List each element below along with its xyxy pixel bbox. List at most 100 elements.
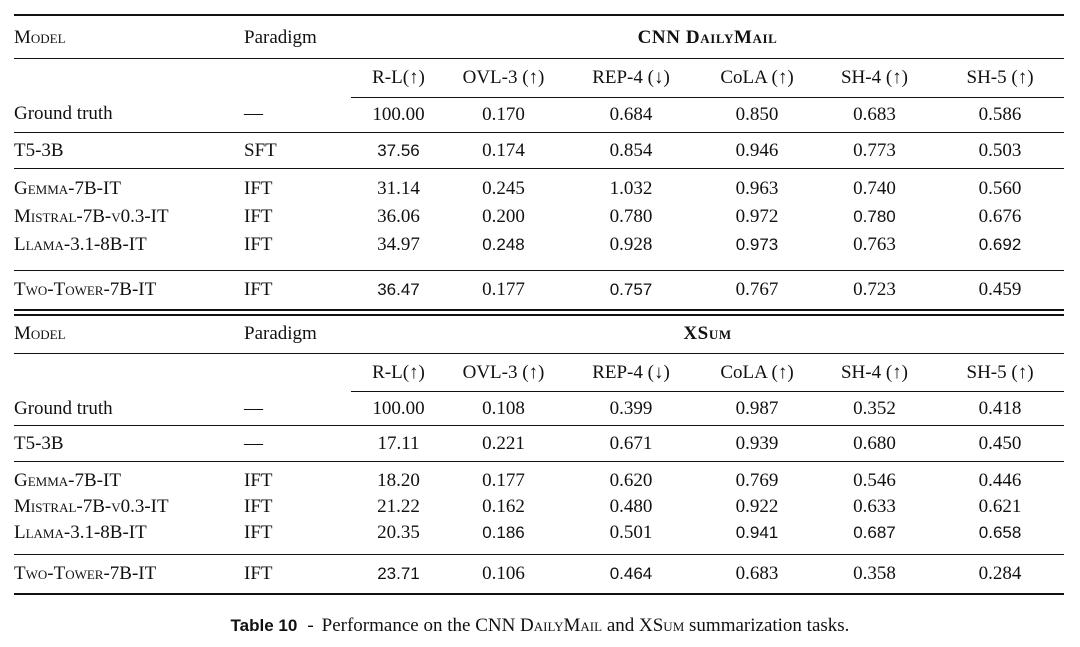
caption-text-part2: and — [602, 614, 640, 636]
model-column-header: Model — [14, 314, 244, 354]
metric-value-cell: 0.170 — [446, 97, 561, 133]
metric-value-cell: 0.780 — [609, 206, 653, 228]
paradigm-cell: — — [244, 391, 351, 427]
metric-column-header: SH-4 (↑) — [813, 58, 936, 98]
model-cell: Mistral-7B-v0.3-IT — [14, 206, 169, 228]
metric-value-cell: 0.503 — [936, 132, 1065, 170]
dataset-header: XSum — [351, 314, 1065, 354]
metric-column-header: SH-5 (↑) — [936, 58, 1065, 98]
metric-value-cell: 20.35 — [351, 519, 446, 555]
metric-value-cell: 34.97 — [351, 231, 446, 271]
paradigm-cell: — — [244, 97, 351, 133]
metric-value-cell: 37.56 — [351, 132, 446, 170]
caption-label: Table 10 — [230, 615, 298, 635]
metric-value-cell: 0.683 — [813, 97, 936, 133]
metric-value-cell: 0.186 — [446, 519, 561, 555]
metric-value-cell: 0.854 — [561, 132, 701, 170]
metric-value-cell: 0.850 — [701, 97, 813, 133]
caption-dataset-cnn-dailymail: CNN DailyMail — [475, 614, 603, 636]
metric-header-row: R-L(↑) OVL-3 (↑) REP-4 (↓) CoLA (↑) SH-4… — [14, 58, 1065, 98]
table-row: Llama-3.1-8B-IT IFT 20.35 0.186 0.501 0.… — [14, 519, 1065, 555]
paradigm-column-header: Paradigm — [244, 314, 351, 354]
metric-value-cell: 0.480 — [609, 495, 653, 517]
metric-value-cell: 0.108 — [446, 391, 561, 427]
metric-value-cell: 0.177 — [482, 470, 525, 492]
model-cell: Ground truth — [14, 391, 244, 427]
paradigm-cell: IFT — [244, 278, 273, 300]
model-cell: Llama-3.1-8B-IT — [14, 519, 244, 555]
model-cell: Llama-3.1-8B-IT — [14, 231, 244, 271]
metric-value-cell: 0.922 — [735, 495, 779, 517]
table-row: Gemma-7B-IT IFT 31.14 0.245 1.032 0.963 … — [14, 169, 1064, 203]
xsum-table: Model Paradigm XSum R-L(↑) OVL-3 (↑) REP… — [14, 313, 1065, 595]
metric-column-header: SH-5 (↑) — [936, 353, 1065, 393]
metric-value-cell: 0.780 — [853, 207, 896, 227]
metric-value-cell: 0.973 — [701, 231, 813, 271]
metric-column-header: REP-4 (↓) — [561, 58, 701, 98]
table-row: Llama-3.1-8B-IT IFT 34.97 0.248 0.928 0.… — [14, 231, 1065, 271]
model-cell: T5-3B — [14, 132, 244, 170]
table-row: Two-Tower-7B-IT IFT 23.71 0.106 0.464 0.… — [14, 554, 1064, 593]
metric-value-cell: 0.560 — [978, 178, 1022, 200]
metric-value-cell: 0.633 — [853, 495, 896, 517]
model-cell: Gemma-7B-IT — [14, 178, 121, 200]
metric-value-cell: 0.757 — [609, 280, 653, 300]
metric-header-row: R-L(↑) OVL-3 (↑) REP-4 (↓) CoLA (↑) SH-4… — [14, 353, 1065, 393]
paradigm-cell: SFT — [244, 132, 351, 170]
metric-value-cell: 36.47 — [377, 280, 420, 300]
metric-value-cell: 0.680 — [813, 425, 936, 463]
empty-header-cell — [14, 353, 244, 392]
table-row: T5-3B SFT 37.56 0.174 0.854 0.946 0.773 … — [14, 132, 1065, 170]
table-row: T5-3B — 17.11 0.221 0.671 0.939 0.680 0.… — [14, 425, 1065, 463]
metric-value-cell: 0.683 — [735, 562, 779, 584]
metric-value-cell: 0.162 — [482, 495, 525, 517]
metric-value-cell: 0.248 — [446, 231, 561, 271]
paradigm-cell: IFT — [244, 495, 273, 517]
metric-value-cell: 0.941 — [701, 519, 813, 555]
table-header-row: Model Paradigm CNN DailyMail — [14, 15, 1065, 59]
metric-value-cell: 0.773 — [813, 132, 936, 170]
metric-value-cell: 100.00 — [351, 97, 446, 133]
metric-value-cell: 0.620 — [609, 470, 653, 492]
metric-value-cell: 0.692 — [936, 231, 1065, 271]
metric-value-cell: 0.446 — [978, 470, 1022, 492]
caption-dash: - — [307, 614, 314, 636]
metric-value-cell: 0.174 — [446, 132, 561, 170]
caption-text-part1: Performance on the — [321, 614, 476, 636]
metric-value-cell: 0.450 — [936, 425, 1065, 463]
metric-value-cell: 0.687 — [813, 519, 936, 555]
metric-value-cell: 0.586 — [936, 97, 1065, 133]
metric-column-header: OVL-3 (↑) — [446, 58, 561, 98]
metric-column-header: SH-4 (↑) — [813, 353, 936, 393]
metric-value-cell: 31.14 — [377, 178, 420, 200]
table-row: Ground truth — 100.00 0.108 0.399 0.987 … — [14, 391, 1065, 427]
metric-value-cell: 0.464 — [609, 563, 653, 583]
cnn-dailymail-table: Model Paradigm CNN DailyMail R-L(↑) OVL-… — [14, 14, 1065, 311]
paradigm-cell: IFT — [244, 231, 351, 271]
metric-value-cell: 17.11 — [351, 425, 446, 463]
caption-dataset-xsum: XSum — [639, 614, 685, 636]
metric-value-cell: 0.245 — [482, 178, 525, 200]
table-row: Ground truth — 100.00 0.170 0.684 0.850 … — [14, 97, 1065, 133]
metric-value-cell: 0.987 — [701, 391, 813, 427]
table-row: Mistral-7B-v0.3-IT IFT 36.06 0.200 0.780… — [14, 203, 1064, 231]
metric-value-cell: 36.06 — [377, 206, 420, 228]
metric-value-cell: 0.684 — [561, 97, 701, 133]
metric-value-cell: 0.671 — [561, 425, 701, 463]
metric-value-cell: 0.972 — [735, 206, 779, 228]
table-row: Gemma-7B-IT IFT 18.20 0.177 0.620 0.769 … — [14, 462, 1064, 494]
metric-value-cell: 0.284 — [978, 562, 1022, 584]
paradigm-cell: IFT — [244, 470, 273, 492]
paradigm-cell: IFT — [244, 562, 273, 584]
model-cell: T5-3B — [14, 425, 244, 463]
metric-value-cell: 0.459 — [978, 278, 1022, 300]
metric-value-cell: 0.676 — [978, 206, 1022, 228]
metric-value-cell: 0.767 — [735, 278, 779, 300]
metric-column-header: OVL-3 (↑) — [446, 353, 561, 393]
metric-value-cell: 0.358 — [853, 562, 896, 584]
metric-column-header: REP-4 (↓) — [561, 353, 701, 393]
metric-column-header: CoLA (↑) — [701, 58, 813, 98]
metric-value-cell: 0.621 — [978, 495, 1022, 517]
model-cell: Two-Tower-7B-IT — [14, 562, 157, 584]
